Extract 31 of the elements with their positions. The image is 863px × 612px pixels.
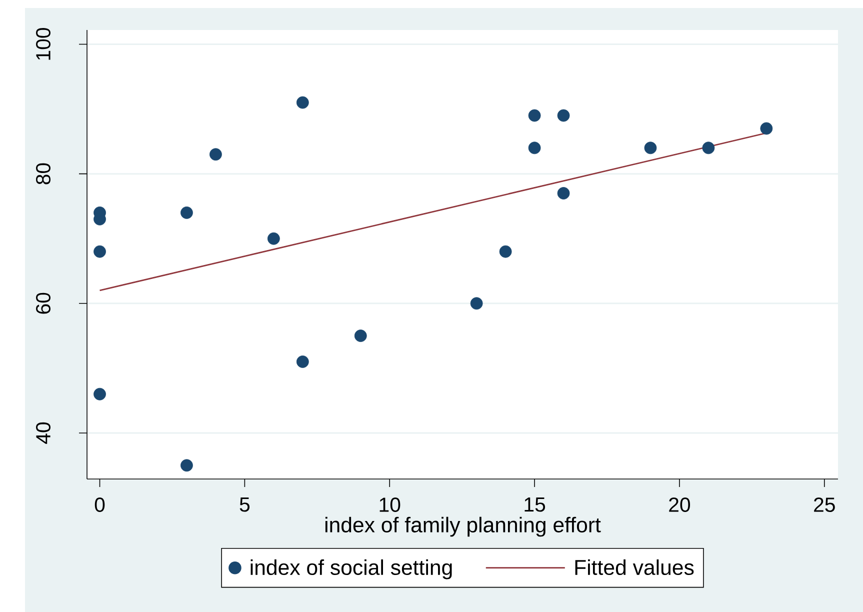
point xyxy=(296,96,309,109)
point xyxy=(296,356,309,368)
point xyxy=(557,109,570,122)
point xyxy=(354,330,367,342)
y-tick-label: 40 xyxy=(36,422,50,444)
x-tick-label: 15 xyxy=(524,498,546,512)
x-tick-label: 5 xyxy=(240,498,250,512)
point xyxy=(528,109,541,122)
x-axis-title: index of family planning effort xyxy=(325,516,601,537)
point xyxy=(210,148,222,161)
point xyxy=(180,459,193,472)
point xyxy=(644,142,657,154)
point xyxy=(702,142,715,154)
point xyxy=(499,245,512,258)
x-tick-label: 0 xyxy=(94,498,105,512)
point xyxy=(180,206,193,219)
point xyxy=(760,122,773,135)
x-tick-label: 20 xyxy=(669,498,690,512)
point xyxy=(267,232,280,245)
legend-label: index of social setting xyxy=(250,559,452,580)
point xyxy=(94,245,106,258)
point xyxy=(557,187,570,200)
y-tick-label: 80 xyxy=(36,163,50,184)
x-tick-label: 25 xyxy=(814,498,835,512)
point xyxy=(470,297,483,310)
y-tick-label: 100 xyxy=(36,28,50,60)
point xyxy=(94,388,106,400)
y-tick-label: 60 xyxy=(36,292,50,314)
legend-label: Fitted values xyxy=(575,559,694,576)
x-tick-label: 10 xyxy=(380,498,400,512)
point xyxy=(528,142,541,154)
